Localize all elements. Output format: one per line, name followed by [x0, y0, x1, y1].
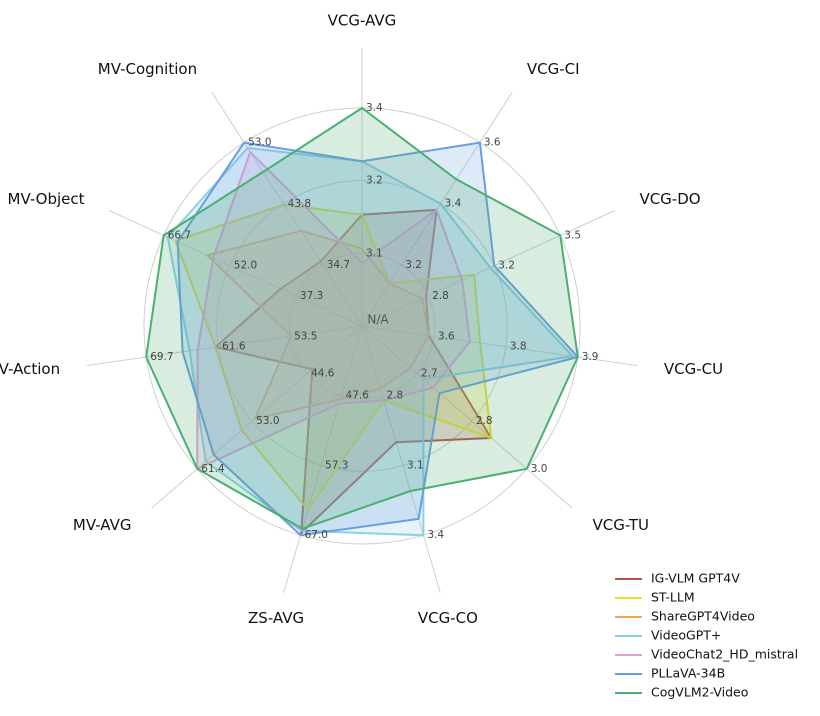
legend-label: ST-LLM	[651, 590, 695, 605]
center-label: N/A	[367, 313, 389, 327]
legend-label: CogVLM2-Video	[651, 685, 748, 700]
series-area	[214, 208, 493, 534]
spoke	[86, 325, 363, 367]
tick-label: 2.7	[421, 368, 438, 380]
spoke	[151, 325, 363, 509]
tick-label: 3.6	[484, 137, 501, 149]
series-area	[145, 107, 579, 530]
tick-label: 2.8	[432, 290, 449, 302]
tick-label: 3.5	[564, 229, 581, 241]
tick-label: 3.8	[510, 341, 527, 353]
legend-label: PLLaVA-34B	[651, 666, 725, 681]
legend-label: ShareGPT4Video	[651, 609, 755, 624]
tick-label: 3.2	[366, 175, 383, 187]
tick-label: 61.4	[201, 463, 225, 475]
tick-label: 3.4	[445, 198, 462, 210]
tick-label: 67.0	[305, 529, 328, 541]
tick-label: 2.8	[386, 390, 403, 402]
spoke	[108, 210, 363, 327]
tick-label: 3.1	[366, 247, 383, 259]
tick-label: 3.9	[582, 351, 599, 363]
plot-area	[145, 107, 579, 537]
tick-label: 3.4	[427, 529, 444, 541]
tick-label: 3.1	[407, 459, 424, 471]
axis-label: VCG-CO	[418, 609, 478, 627]
axis-label: MV-Action	[0, 360, 60, 378]
tick-label: 47.6	[346, 390, 370, 402]
tick-label: 53.5	[294, 330, 317, 342]
axis-label: MV-Cognition	[98, 60, 197, 78]
series-area	[176, 141, 579, 537]
tick-label: 2.8	[476, 415, 493, 427]
axis-label: MV-AVG	[73, 516, 132, 534]
tick-label: 61.6	[222, 341, 246, 353]
tick-label: 37.3	[300, 290, 323, 302]
tick-label: 3.2	[498, 260, 515, 272]
tick-label: 52.0	[234, 260, 257, 272]
tick-label: 57.3	[325, 459, 348, 471]
axis-label: VCG-AVG	[328, 12, 397, 30]
tick-label: 3.2	[405, 259, 422, 271]
axis-label: VCG-DO	[639, 190, 700, 208]
spoke	[361, 325, 573, 509]
tick-label: 3.4	[366, 102, 383, 114]
series-area	[206, 229, 430, 420]
legend-label: VideoGPT+	[651, 628, 721, 643]
tick-label: 53.0	[256, 415, 279, 427]
legend-label: IG-VLM GPT4V	[651, 571, 740, 586]
axis-label: MV-Object	[8, 190, 85, 208]
tick-label: 3.0	[531, 463, 548, 475]
series-area	[166, 147, 574, 537]
series-area	[196, 151, 471, 470]
tick-label: 66.7	[168, 229, 191, 241]
tick-label: 3.6	[438, 330, 455, 342]
axis-label: ZS-AVG	[248, 609, 304, 627]
labels: VCG-AVG VCG-CI VCG-DO VCG-CU VCG-TU VCG-CO ZS-…	[0, 12, 798, 700]
axis-label: VCG-CI	[527, 60, 580, 78]
spoke	[211, 91, 363, 327]
spoke	[283, 325, 363, 593]
tick-label: 44.6	[311, 368, 335, 380]
tick-label: 43.8	[288, 198, 311, 210]
tick-label: 34.7	[327, 259, 350, 271]
spoke	[361, 210, 616, 327]
legend-label: VideoChat2_HD_mistral	[651, 647, 798, 662]
axis-label: VCG-TU	[593, 516, 650, 534]
tick-label: 69.7	[150, 351, 173, 363]
spoke	[361, 325, 638, 367]
tick-label: 53.0	[248, 137, 271, 149]
axis-label: VCG-CU	[664, 360, 723, 378]
spoke	[361, 325, 441, 593]
